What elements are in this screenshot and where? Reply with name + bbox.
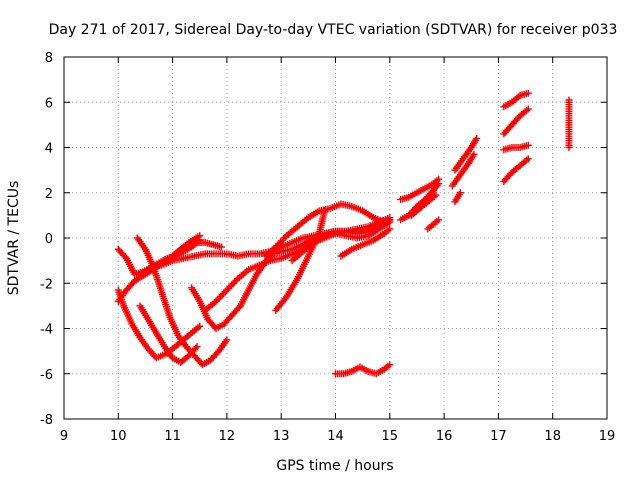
series-track14 [332, 361, 394, 378]
y-tick-label: 6 [45, 96, 53, 111]
data-point [226, 283, 234, 291]
data-point [321, 207, 329, 215]
data-point [524, 105, 532, 113]
data-point [278, 237, 286, 245]
series-track5 [136, 302, 201, 366]
y-tick-label: -6 [40, 368, 53, 383]
series-track15 [397, 180, 443, 224]
series-track24 [500, 105, 532, 138]
data-point [214, 296, 222, 304]
series-track10 [261, 200, 394, 260]
data-point [386, 218, 394, 226]
data-point [275, 240, 283, 248]
data-point [514, 93, 522, 101]
y-tick-label: 0 [45, 232, 53, 247]
series-track22 [500, 155, 532, 185]
data-point [524, 155, 532, 163]
data-point [470, 150, 478, 158]
data-point [215, 294, 223, 302]
data-point [196, 232, 204, 240]
y-tick-label: 8 [45, 51, 53, 66]
data-point [175, 247, 183, 255]
data-point [276, 238, 284, 246]
data-point [212, 297, 220, 305]
data-point [565, 144, 573, 151]
data-point [223, 286, 231, 294]
x-axis-title: GPS time / hours [276, 458, 393, 474]
x-tick-label: 17 [490, 429, 507, 444]
data-point [386, 225, 394, 233]
data-point [523, 156, 531, 164]
axis-ticks: 9 10 11 12 13 14 15 16 17 18 19 -8 -6 -4 -2 0 2 4 6 8 [40, 51, 615, 444]
x-tick-label: 15 [382, 429, 399, 444]
data-point [281, 233, 289, 241]
y-tick-label: -8 [40, 413, 53, 428]
data-point [435, 216, 443, 224]
data-point [456, 189, 464, 197]
data-point [524, 89, 532, 97]
data-point [228, 281, 236, 289]
series-track12 [288, 218, 394, 265]
data-point [196, 322, 204, 330]
y-tick-label: 4 [45, 142, 53, 157]
data-point [473, 134, 481, 142]
data-point [217, 293, 225, 301]
data-point [272, 243, 280, 251]
plot-frame [63, 56, 608, 420]
data-point [273, 241, 281, 249]
series-track4 [133, 234, 231, 369]
data-point [430, 192, 438, 200]
data-point [220, 289, 228, 297]
x-tick-label: 14 [327, 429, 344, 444]
data-point [432, 191, 440, 199]
data-point [192, 344, 200, 352]
data-point [224, 284, 232, 292]
series-track19 [448, 150, 478, 190]
data-point [386, 361, 394, 369]
data-point [280, 235, 288, 243]
series-track17 [408, 191, 440, 219]
y-axis-title: SDTVAR / TECUs [6, 181, 22, 296]
series-track7 [169, 239, 225, 260]
data-point [523, 106, 531, 114]
data-point [221, 288, 229, 296]
y-tick-label: -4 [40, 323, 53, 338]
x-tick-label: 9 [60, 429, 68, 444]
x-tick-label: 13 [273, 429, 290, 444]
data-point [218, 291, 226, 299]
series-track25 [500, 89, 532, 111]
series-track21 [451, 189, 464, 206]
series-track13 [337, 225, 394, 260]
data-point [231, 278, 239, 286]
data-points [114, 89, 573, 378]
series-track16 [397, 175, 443, 204]
y-tick-label: -2 [40, 277, 53, 292]
series-track18 [424, 216, 443, 233]
x-tick-label: 19 [599, 429, 616, 444]
data-point [524, 141, 532, 149]
x-tick-label: 10 [110, 429, 127, 444]
series-track23 [500, 141, 532, 154]
data-point [223, 336, 231, 344]
data-point [217, 243, 225, 251]
chart-title: Day 271 of 2017, Sidereal Day-to-day VTE… [49, 22, 618, 38]
x-tick-label: 18 [544, 429, 561, 444]
series-track26 [565, 96, 573, 151]
x-tick-label: 16 [436, 429, 453, 444]
x-tick-label: 12 [219, 429, 236, 444]
data-point [232, 276, 240, 284]
y-tick-label: 2 [45, 187, 53, 202]
data-point [193, 343, 201, 351]
data-point [229, 280, 237, 288]
x-tick-label: 11 [164, 429, 181, 444]
series-track20 [451, 134, 481, 174]
data-point [435, 175, 443, 183]
